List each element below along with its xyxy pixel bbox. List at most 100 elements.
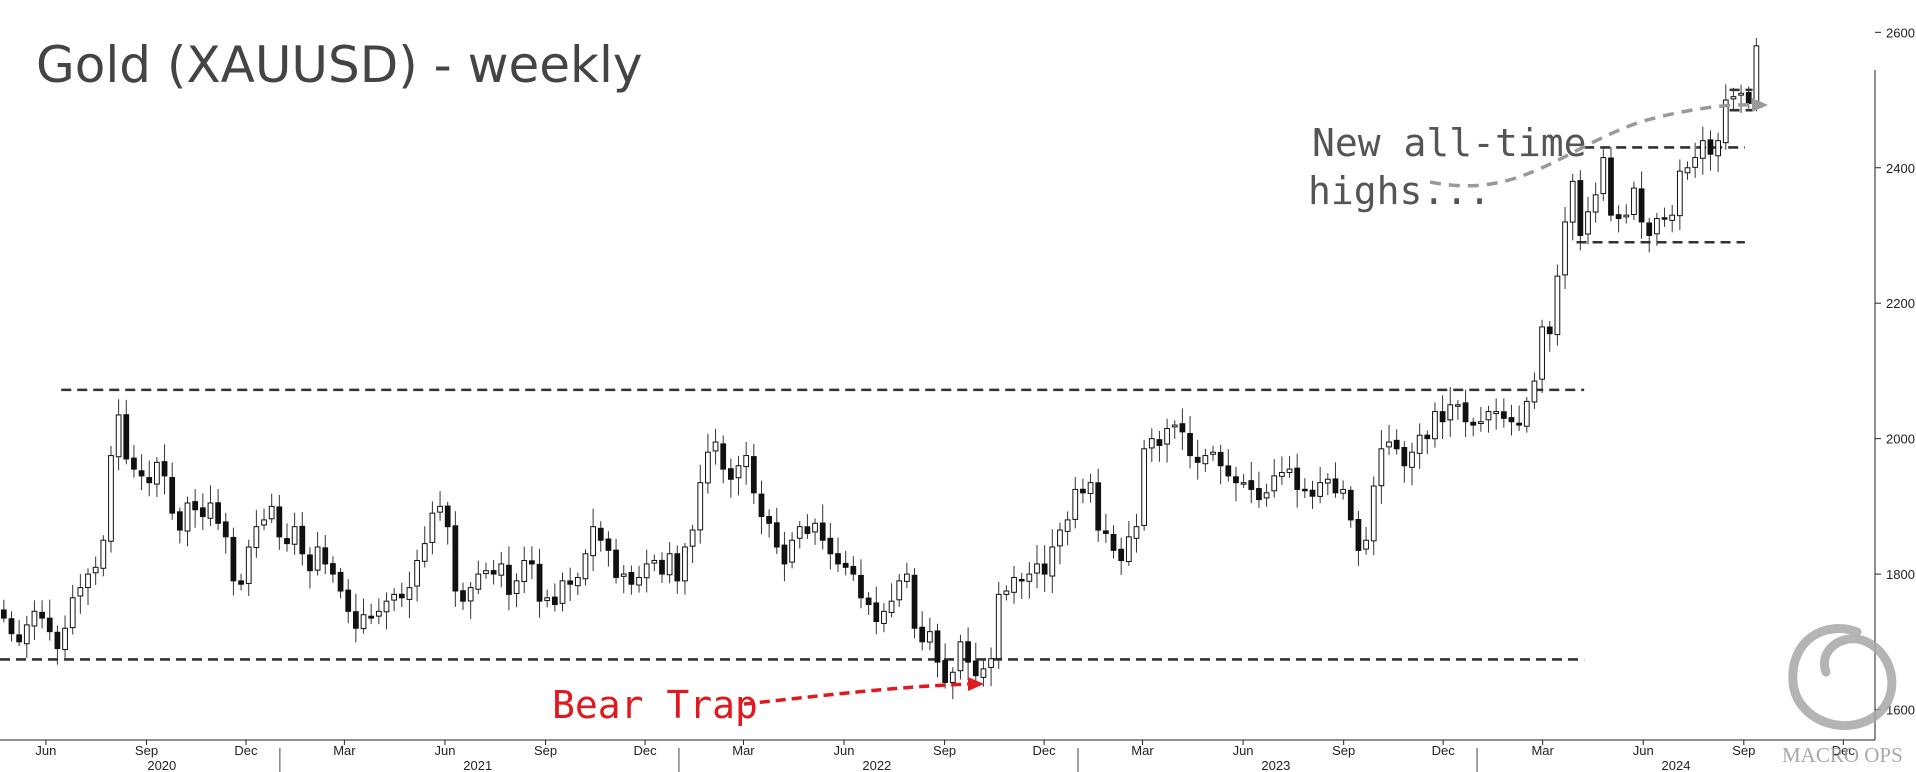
candle-body xyxy=(1631,187,1637,216)
candle-body xyxy=(1324,478,1331,484)
candle-body xyxy=(1256,488,1262,501)
candle-body xyxy=(1011,576,1017,593)
candle-body xyxy=(406,587,413,600)
candle-body xyxy=(1600,157,1607,195)
candle-body xyxy=(222,521,229,538)
candle-body xyxy=(1141,448,1148,526)
candle-body xyxy=(322,547,329,565)
candle-body xyxy=(368,615,375,619)
candle-body xyxy=(1439,411,1446,423)
candle-body xyxy=(735,465,742,479)
candle-body xyxy=(452,525,459,592)
candle-body xyxy=(1531,380,1538,403)
candle-body xyxy=(100,539,107,569)
candle-body xyxy=(1493,411,1500,415)
annotation-new-highs-line1: New all-time xyxy=(1312,121,1587,165)
candle-body xyxy=(1409,451,1415,468)
candle-body xyxy=(567,580,574,585)
candle-body xyxy=(1699,140,1706,159)
candle-body xyxy=(712,441,719,452)
candle-body xyxy=(1110,533,1117,551)
candle-body xyxy=(8,618,15,635)
candle-body xyxy=(1447,404,1454,421)
candle-body xyxy=(689,529,696,547)
candle-body xyxy=(207,502,214,519)
candle-body xyxy=(651,560,658,564)
candle-body xyxy=(1095,482,1102,531)
x-tick-label: Dec xyxy=(1033,743,1057,758)
x-tick-label: Jun xyxy=(35,743,56,758)
candle-body xyxy=(176,511,183,531)
candle-body xyxy=(115,414,122,458)
candle-body xyxy=(253,526,260,549)
candle-body xyxy=(1554,275,1561,336)
x-tick-label: Mar xyxy=(732,743,755,758)
candle-body xyxy=(1347,489,1354,521)
candle-body xyxy=(498,563,505,576)
candle-body xyxy=(827,537,834,555)
candle-body xyxy=(506,564,512,595)
y-tick-label: 1800 xyxy=(1886,567,1915,582)
candle-body xyxy=(1707,139,1714,155)
candle-body xyxy=(850,565,857,575)
candle-body xyxy=(0,609,7,619)
candle-body xyxy=(1401,446,1408,467)
candle-body xyxy=(1003,590,1010,595)
candle-body xyxy=(184,502,191,532)
x-tick-label: Sep xyxy=(1332,743,1355,758)
candle-body xyxy=(131,457,137,470)
candle-body xyxy=(1217,451,1224,467)
candle-body xyxy=(261,519,267,526)
candle-body xyxy=(414,560,420,587)
candle-body xyxy=(1340,488,1346,494)
candle-body xyxy=(1087,482,1094,494)
candle-body xyxy=(888,600,895,614)
candle-body xyxy=(904,573,910,582)
candle-body xyxy=(1516,422,1523,426)
candle-body xyxy=(215,502,221,524)
candle-body xyxy=(727,468,734,480)
candle-body xyxy=(804,526,811,534)
year-label: 2022 xyxy=(862,758,891,772)
candle-body xyxy=(1738,92,1744,96)
candle-body xyxy=(69,597,76,629)
x-tick-label: Dec xyxy=(1832,743,1856,758)
candle-body xyxy=(1676,170,1683,217)
candle-body xyxy=(299,525,306,555)
candle-body xyxy=(375,610,382,617)
candle-body xyxy=(1745,92,1752,104)
candle-body xyxy=(1179,423,1186,433)
candle-body xyxy=(92,566,99,574)
candle-body xyxy=(1592,194,1599,213)
candle-body xyxy=(819,522,826,541)
annotation-gray-arrowhead xyxy=(1752,98,1768,112)
candle-body xyxy=(1263,492,1270,499)
candle-body xyxy=(123,414,130,460)
candle-body xyxy=(1370,485,1377,542)
candle-body xyxy=(1225,465,1232,477)
candle-body xyxy=(1485,411,1492,421)
candle-body xyxy=(1378,448,1385,487)
candle-body xyxy=(750,456,757,494)
annotation-red-arrowhead xyxy=(968,677,984,691)
candle-body xyxy=(1722,99,1729,144)
candle-body xyxy=(360,614,367,630)
candle-body xyxy=(812,522,818,533)
candle-body xyxy=(1248,480,1255,490)
candle-body xyxy=(314,546,321,571)
candle-body xyxy=(911,574,918,629)
candle-body xyxy=(1309,489,1316,497)
candle-body xyxy=(1432,411,1438,440)
candle-body xyxy=(1585,211,1591,235)
candle-body xyxy=(1500,411,1507,419)
x-tick-label: Mar xyxy=(1531,743,1554,758)
candle-body xyxy=(613,549,619,578)
year-label: 2020 xyxy=(147,758,176,772)
candle-body xyxy=(574,576,581,587)
candle-body xyxy=(1393,439,1400,450)
candle-body xyxy=(1363,539,1369,550)
candle-body xyxy=(521,560,528,583)
candle-body xyxy=(1539,326,1545,380)
candle-body xyxy=(682,546,688,582)
candle-body xyxy=(536,563,543,602)
